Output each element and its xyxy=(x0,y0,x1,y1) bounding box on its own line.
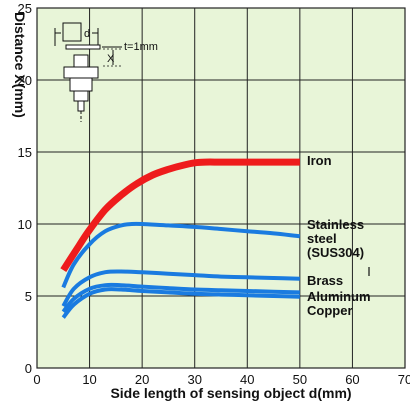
x-tick-label: 20 xyxy=(135,372,149,387)
object-square-symbol xyxy=(62,22,82,42)
sensor-body xyxy=(69,77,93,92)
series-labels: Iron Stainless steel (SUS304) BrassAluminumC… xyxy=(307,153,371,318)
y-axis-title: Distance X(mm) xyxy=(12,12,28,118)
sensor-inset-diagram: d t=1mm X xyxy=(54,22,158,122)
inset-d-label: d xyxy=(84,28,90,40)
series-label: Aluminum xyxy=(307,289,371,304)
x-tick-label: 70 xyxy=(398,372,410,387)
x-tick-label: 0 xyxy=(33,372,40,387)
sensor-nut xyxy=(63,66,99,79)
y-tick-label: 10 xyxy=(18,217,32,232)
sensor-collar xyxy=(73,90,89,102)
x-tick-label: 40 xyxy=(240,372,254,387)
tick-labels: 0 10 20 30 40 50 60 70 0 5 10 15 20 25 xyxy=(18,1,410,387)
inset-thickness-label: t=1mm xyxy=(124,41,158,53)
y-tick-label: 25 xyxy=(18,1,32,16)
series-line-iron xyxy=(60,158,300,272)
y-tick-label: 15 xyxy=(18,145,32,160)
series-line-stainless-steel-sus304 xyxy=(61,221,301,289)
y-tick-label: 0 xyxy=(25,361,32,376)
x-tick-label: 10 xyxy=(82,372,96,387)
y-tick-label: 5 xyxy=(25,289,32,304)
inset-x-label: X xyxy=(107,53,115,65)
x-tick-label: 30 xyxy=(187,372,201,387)
sensor-cable xyxy=(77,100,85,112)
plot-frame xyxy=(36,7,406,369)
y-tick-label: 20 xyxy=(18,73,32,88)
x-tick-label: 50 xyxy=(293,372,307,387)
series-label: Brass xyxy=(307,273,343,288)
series-lines xyxy=(60,158,301,319)
series-label: Copper xyxy=(307,303,353,318)
x-axis-title: Side length of sensing object d(mm) xyxy=(110,385,351,401)
series-label: Stainless steel (SUS304) xyxy=(307,217,364,260)
sensor-head xyxy=(73,54,89,68)
series-line-aluminum xyxy=(61,282,300,314)
sensing-object-plate xyxy=(65,44,101,50)
series-line-copper xyxy=(61,287,300,319)
x-tick-label: 60 xyxy=(345,372,359,387)
series-line-brass xyxy=(61,269,300,308)
series-label: Iron xyxy=(307,153,332,168)
